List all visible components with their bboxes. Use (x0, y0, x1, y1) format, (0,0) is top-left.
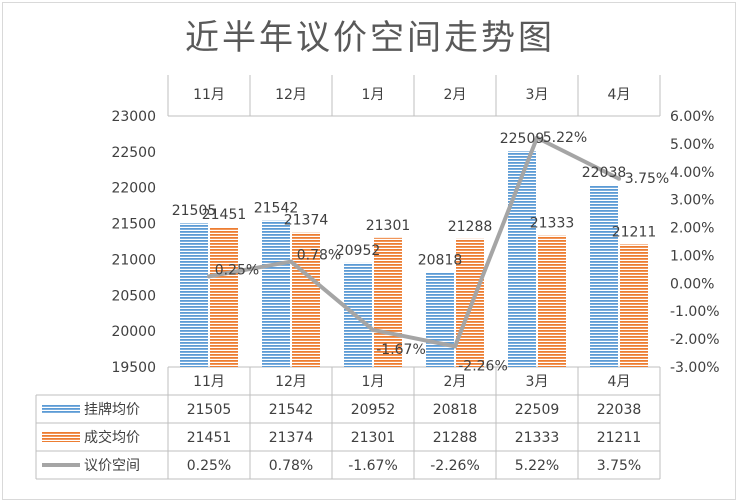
bar-deal (374, 237, 402, 367)
table-cell: 0.25% (187, 458, 231, 474)
table-cell: -2.26% (430, 458, 480, 474)
table-category-label: 1月 (362, 374, 385, 390)
y-right-tick-label: 3.00% (670, 193, 714, 209)
bar-data-label: 21211 (612, 224, 657, 240)
y-left-tick-label: 20000 (111, 324, 156, 340)
legend-swatch (42, 432, 80, 442)
bar-data-label: 21542 (254, 201, 299, 217)
table-category-label: 12月 (275, 374, 307, 390)
y-left-tick-label: 21000 (111, 252, 156, 268)
table-cell: 22509 (515, 402, 560, 418)
legend-label: 挂牌均价 (84, 401, 140, 418)
y-left-tick-label: 22000 (111, 181, 156, 197)
table-cell: 21542 (269, 402, 314, 418)
line-point (371, 327, 375, 332)
line-data-label: 3.75% (625, 171, 669, 187)
table-cell: 22038 (597, 402, 642, 418)
top-category-label: 12月 (275, 87, 307, 103)
y-right-tick-label: 4.00% (670, 165, 714, 181)
table-cell: 20952 (351, 402, 396, 418)
y-right-tick-label: 2.00% (670, 221, 714, 237)
line-point (535, 135, 539, 140)
bar-deal (620, 244, 648, 367)
bar-deal (538, 235, 566, 367)
table-cell: 0.78% (269, 458, 313, 474)
table-cell: 3.75% (597, 458, 641, 474)
line-data-label: 0.78% (297, 248, 341, 264)
bar-data-label: 21301 (366, 218, 411, 234)
line-point (289, 259, 293, 264)
y-left-tick-label: 20500 (111, 288, 156, 304)
legend-swatch (42, 404, 80, 414)
bar-data-label: 22509 (500, 131, 545, 147)
top-category-label: 4月 (608, 87, 631, 103)
y-right-tick-label: 5.00% (670, 137, 714, 153)
y-left-tick-label: 23000 (111, 109, 156, 125)
bar-data-label: 20952 (336, 243, 381, 259)
bar-data-label: 21333 (530, 216, 575, 232)
bar-deal (210, 227, 238, 367)
bar-data-label: 20818 (418, 252, 463, 268)
y-right-tick-label: 6.00% (670, 109, 714, 125)
bar-data-label: 21374 (284, 213, 329, 229)
line-point (617, 176, 621, 181)
top-category-label: 2月 (444, 87, 467, 103)
y-right-tick-label: 1.00% (670, 248, 714, 264)
table-cell: -1.67% (348, 458, 398, 474)
y-left-tick-label: 21500 (111, 217, 156, 233)
table-category-label: 11月 (193, 374, 225, 390)
table-cell: 21211 (597, 430, 642, 446)
legend-label: 成交均价 (84, 429, 140, 446)
line-data-label: 0.25% (215, 262, 259, 278)
y-right-tick-label: -3.00% (670, 360, 720, 376)
table-category-label: 3月 (526, 374, 549, 390)
top-category-label: 11月 (193, 87, 225, 103)
bar-listing (262, 220, 290, 367)
y-right-tick-label: -1.00% (670, 304, 720, 320)
line-议价空间 (208, 135, 620, 349)
table-cell: 21301 (351, 430, 396, 446)
table-cell: 21333 (515, 430, 560, 446)
line-data-label: -2.26% (458, 358, 508, 374)
bar-data-label: 21451 (202, 207, 247, 223)
bar-data-label: 21505 (172, 203, 217, 219)
y-right-tick-label: 0.00% (670, 276, 714, 292)
line-point (453, 344, 457, 349)
line-data-label: -1.67% (376, 342, 426, 358)
top-category-label: 1月 (362, 87, 385, 103)
table-cell: 5.22% (515, 458, 559, 474)
line-data-label: 5.22% (543, 130, 587, 146)
table-cell: 21451 (187, 430, 232, 446)
y-left-tick-label: 22500 (111, 145, 156, 161)
line-point (207, 274, 211, 279)
table-cell: 21505 (187, 402, 232, 418)
bar-data-label: 22038 (582, 165, 627, 181)
top-category-label: 3月 (526, 87, 549, 103)
bar-listing (590, 184, 618, 367)
bar-listing (426, 272, 454, 367)
chart-title: 近半年议价空间走势图 (185, 18, 555, 58)
bar-deal (292, 232, 320, 367)
table-cell: 20818 (433, 402, 478, 418)
y-right-tick-label: -2.00% (670, 332, 720, 348)
y-left-tick-label: 19500 (111, 360, 156, 376)
table-cell: 21374 (269, 430, 314, 446)
bar-listing (180, 223, 208, 367)
table-cell: 21288 (433, 430, 478, 446)
table-category-label: 4月 (608, 374, 631, 390)
legend-label: 议价空间 (84, 458, 140, 474)
bar-data-label: 21288 (448, 219, 493, 235)
table-category-label: 2月 (444, 374, 467, 390)
bar-listing (508, 151, 536, 367)
